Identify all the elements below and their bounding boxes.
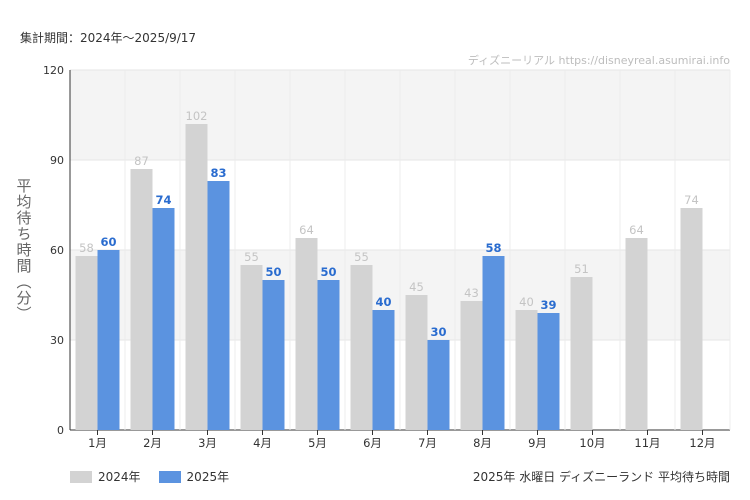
data-label: 74 [155, 193, 171, 207]
legend-swatch-2024 [70, 470, 92, 483]
bar-2025年-9月 [537, 313, 560, 430]
data-label: 30 [430, 325, 446, 339]
bar-2024年-6月 [350, 265, 373, 430]
y-axis-title: 平均待ち時間（分） [14, 178, 33, 322]
data-label: 43 [464, 286, 479, 300]
data-label: 74 [684, 193, 699, 207]
data-label: 55 [354, 250, 369, 264]
x-tick-label: 7月 [418, 436, 437, 450]
bar-2024年-10月 [570, 277, 593, 430]
data-label: 40 [519, 295, 534, 309]
x-tick-label: 11月 [634, 436, 660, 450]
bar-2025年-7月 [427, 340, 450, 430]
data-label: 102 [186, 109, 208, 123]
bar-2024年-3月 [185, 124, 208, 430]
bar-2024年-9月 [515, 310, 538, 430]
x-tick-label: 8月 [473, 436, 492, 450]
y-tick-label: 60 [50, 244, 64, 257]
x-tick-label: 4月 [253, 436, 272, 450]
data-label: 51 [574, 262, 589, 276]
y-tick-label: 90 [50, 154, 64, 167]
bar-2024年-4月 [240, 265, 263, 430]
data-label: 83 [210, 166, 226, 180]
data-label: 64 [629, 223, 644, 237]
data-label: 60 [100, 235, 116, 249]
bar-2024年-2月 [130, 169, 153, 430]
x-tick-label: 2月 [143, 436, 162, 450]
bar-2025年-8月 [482, 256, 505, 430]
x-tick-label: 10月 [579, 436, 605, 450]
bar-2025年-4月 [262, 280, 285, 430]
data-label: 39 [540, 298, 556, 312]
y-tick-label: 0 [57, 424, 64, 437]
period-text: 集計期間：2024年～2025/9/17 [20, 31, 197, 45]
bar-2025年-1月 [97, 250, 120, 430]
data-label: 58 [485, 241, 501, 255]
data-label: 87 [134, 154, 149, 168]
legend-label-2024: 2024年 [98, 470, 141, 484]
legend-item-2025[interactable]: 2025年 [158, 468, 230, 485]
data-label: 50 [320, 265, 336, 279]
data-label: 58 [79, 241, 94, 255]
data-label: 50 [265, 265, 281, 279]
bar-2024年-5月 [295, 238, 318, 430]
x-tick-label: 6月 [363, 436, 382, 450]
data-label: 40 [375, 295, 391, 309]
bar-2025年-2月 [152, 208, 175, 430]
data-label: 45 [409, 280, 424, 294]
bar-2024年-7月 [405, 295, 428, 430]
legend: 2024年 2025年 [70, 468, 229, 485]
y-axis-title-wrap: 平均待ち時間（分） [6, 70, 42, 430]
data-label: 55 [244, 250, 259, 264]
x-tick-label: 12月 [689, 436, 715, 450]
bar-2024年-8月 [460, 301, 483, 430]
x-tick-label: 1月 [88, 436, 107, 450]
bar-2024年-11月 [625, 238, 648, 430]
site-watermark: ディズニーリアル https://disneyreal.asumirai.inf… [467, 54, 730, 67]
chart-footer-title: 2025年 水曜日 ディズニーランド 平均待ち時間 [472, 470, 730, 484]
bar-2025年-3月 [207, 181, 230, 430]
bar-2024年-1月 [75, 256, 98, 430]
data-label: 64 [299, 223, 314, 237]
bar-2025年-6月 [372, 310, 395, 430]
legend-item-2024[interactable]: 2024年 [70, 468, 141, 485]
x-tick-label: 9月 [528, 436, 547, 450]
y-tick-label: 30 [50, 334, 64, 347]
x-tick-label: 5月 [308, 436, 327, 450]
legend-swatch-2025 [158, 470, 181, 483]
legend-label-2025: 2025年 [186, 470, 230, 484]
x-tick-label: 3月 [198, 436, 217, 450]
bar-2024年-12月 [680, 208, 703, 430]
y-tick-label: 120 [43, 64, 64, 77]
bar-2025年-5月 [317, 280, 340, 430]
